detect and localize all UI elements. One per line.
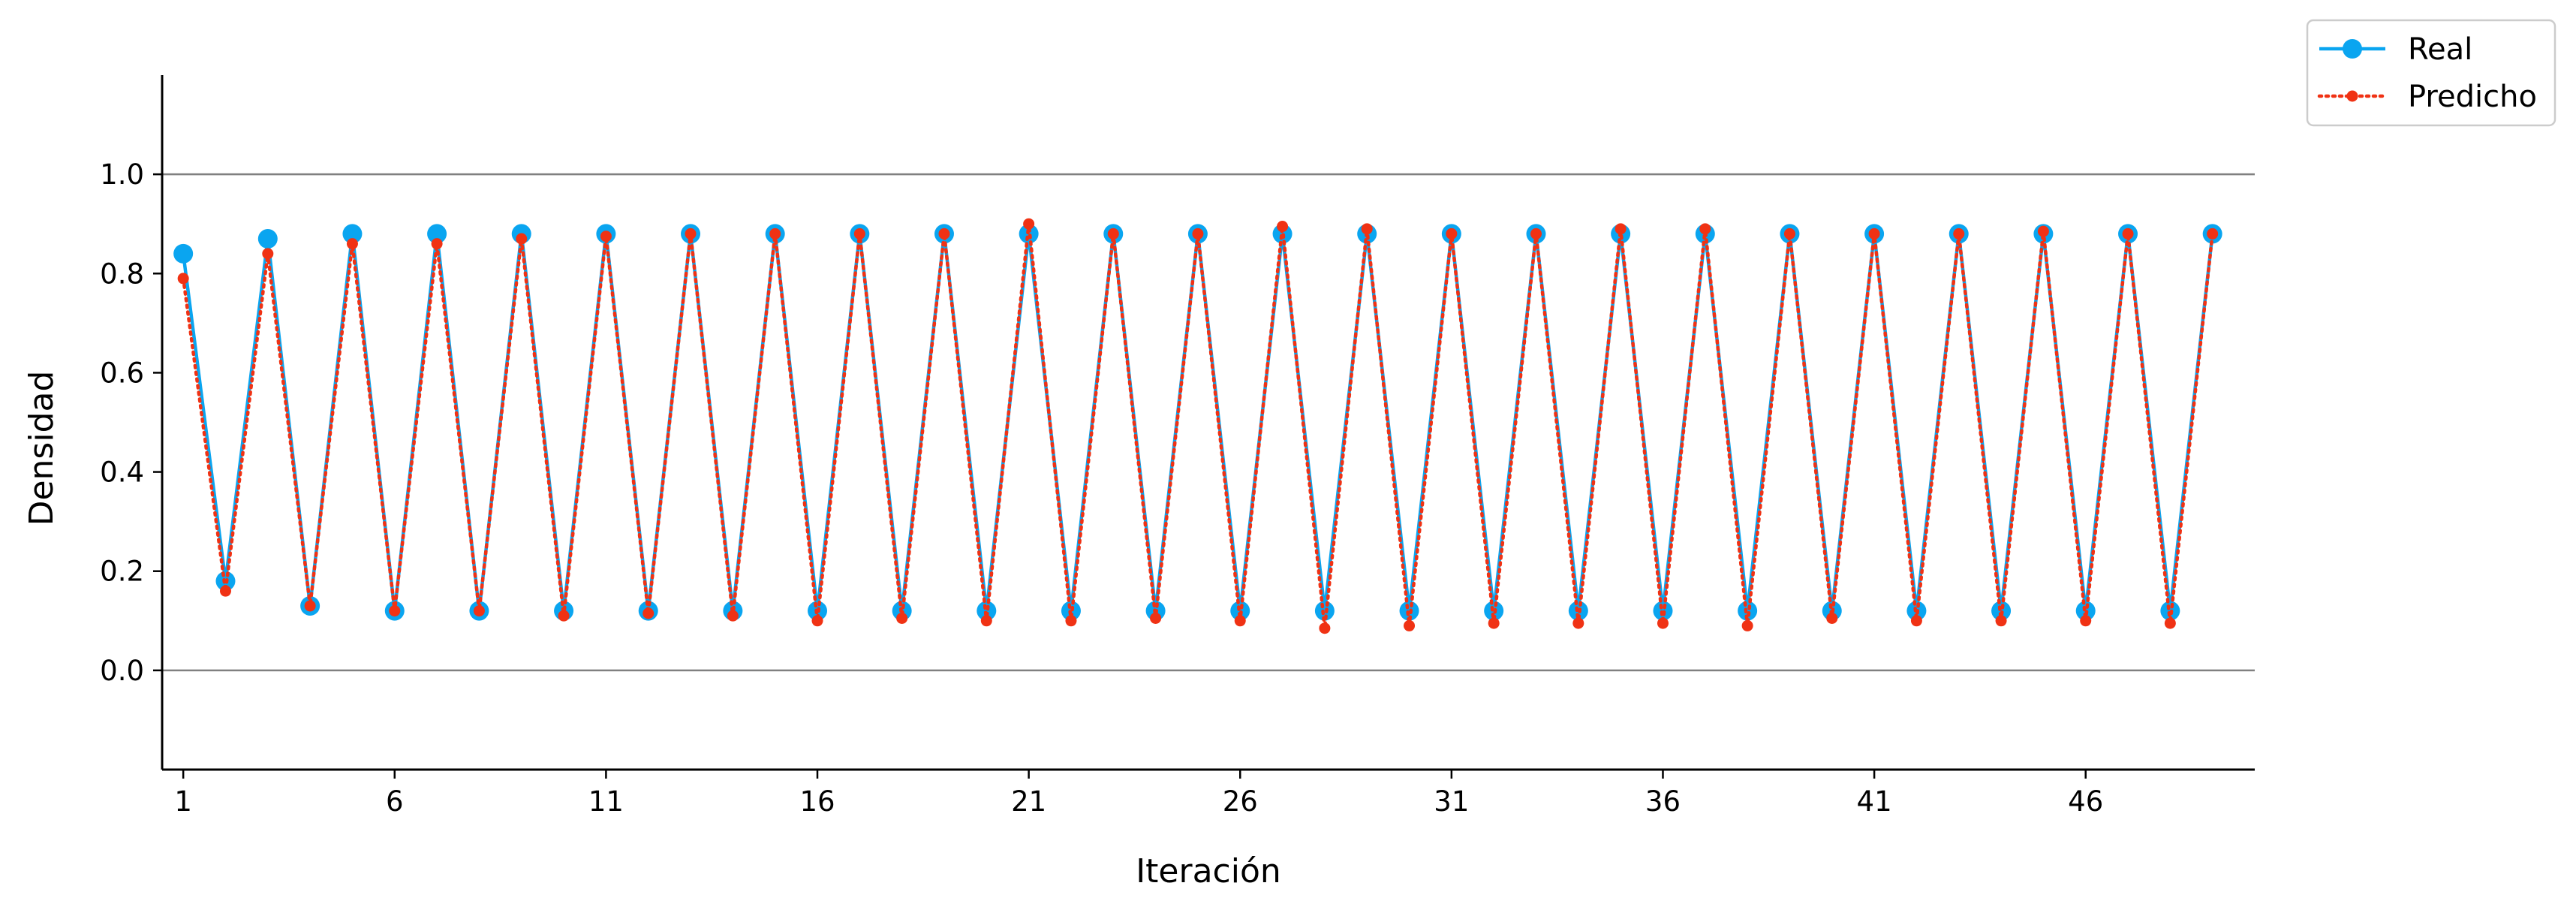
- data-point-predicho-47: [2122, 227, 2134, 240]
- data-point-real-3: [257, 229, 278, 249]
- data-point-predicho-37: [1699, 223, 1711, 235]
- x-axis-label: Iteración: [1136, 852, 1281, 890]
- data-point-predicho-33: [1530, 227, 1542, 240]
- data-point-predicho-16: [811, 615, 823, 627]
- series-real: [173, 224, 2222, 621]
- legend-label-real: Real: [2408, 32, 2472, 67]
- data-point-predicho-13: [685, 227, 697, 240]
- legend-frame: [2306, 19, 2556, 127]
- data-point-predicho-2: [219, 585, 231, 597]
- legend: Real Predicho: [2306, 19, 2556, 127]
- y-tick-label-0: 0.0: [100, 655, 144, 687]
- data-point-predicho-19: [938, 227, 950, 240]
- data-point-predicho-6: [389, 605, 401, 617]
- data-point-predicho-45: [2037, 225, 2049, 237]
- x-tick-label-2: 11: [588, 785, 624, 818]
- data-point-predicho-43: [1953, 227, 1965, 240]
- data-point-predicho-17: [853, 227, 865, 240]
- x-tick-label-9: 46: [2068, 785, 2103, 818]
- y-tick-label-2: 0.4: [100, 456, 144, 489]
- axes: [161, 75, 2255, 771]
- data-point-real-1: [173, 243, 194, 264]
- data-point-predicho-30: [1404, 619, 1416, 631]
- data-point-predicho-31: [1446, 227, 1458, 240]
- data-point-predicho-24: [1150, 612, 1162, 624]
- legend-marker-predicho: [2346, 90, 2358, 102]
- data-point-predicho-42: [1910, 615, 1922, 627]
- data-point-predicho-14: [727, 610, 739, 622]
- data-point-predicho-35: [1615, 223, 1627, 235]
- data-point-predicho-39: [1783, 227, 1795, 240]
- y-tick-label-5: 1.0: [100, 158, 144, 191]
- data-point-predicho-7: [431, 238, 443, 250]
- data-point-predicho-10: [558, 610, 570, 622]
- x-tick-label-3: 16: [799, 785, 835, 818]
- data-point-predicho-27: [1277, 221, 1289, 233]
- data-point-predicho-26: [1234, 615, 1246, 627]
- legend-label-predicho: Predicho: [2408, 80, 2537, 114]
- data-point-predicho-4: [304, 600, 316, 612]
- data-point-predicho-32: [1488, 617, 1500, 629]
- data-point-predicho-41: [1868, 227, 1880, 240]
- y-tick-label-4: 0.8: [100, 258, 144, 290]
- data-point-predicho-18: [896, 612, 908, 624]
- data-point-predicho-1: [177, 273, 189, 285]
- x-tick-label-7: 36: [1645, 785, 1681, 818]
- data-point-predicho-29: [1361, 223, 1373, 235]
- data-point-predicho-49: [2207, 227, 2219, 240]
- x-tick-label-1: 6: [386, 785, 404, 818]
- data-point-predicho-11: [600, 231, 612, 243]
- x-tick-label-8: 41: [1857, 785, 1892, 818]
- series-predicho: [177, 218, 2219, 634]
- data-point-predicho-8: [473, 605, 485, 617]
- data-point-predicho-22: [1065, 615, 1077, 627]
- data-point-predicho-28: [1319, 622, 1331, 634]
- data-point-predicho-21: [1023, 218, 1035, 230]
- data-point-predicho-46: [2080, 615, 2092, 627]
- data-point-real-20: [977, 601, 997, 621]
- data-point-predicho-3: [262, 248, 274, 260]
- series-layer: [173, 218, 2222, 634]
- data-point-predicho-48: [2164, 617, 2176, 629]
- legend-marker-real: [2343, 39, 2362, 59]
- data-point-predicho-23: [1107, 227, 1119, 240]
- x-tick-label-4: 21: [1011, 785, 1046, 818]
- data-point-predicho-38: [1741, 619, 1753, 631]
- ticks: 1 6 11 16 21 26 31 36 41 460.00.20.40.60.81.0: [100, 158, 2103, 818]
- data-point-predicho-9: [516, 233, 528, 245]
- data-point-predicho-44: [1995, 615, 2007, 627]
- data-point-predicho-25: [1192, 227, 1204, 240]
- series-line-predicho: [181, 221, 2214, 630]
- y-tick-label-3: 0.6: [100, 357, 144, 389]
- data-point-predicho-15: [769, 227, 781, 240]
- data-point-predicho-40: [1826, 612, 1838, 624]
- data-point-predicho-5: [346, 238, 358, 250]
- x-tick-label-0: 1: [174, 785, 192, 818]
- data-point-predicho-34: [1572, 617, 1584, 629]
- data-point-predicho-12: [642, 607, 655, 619]
- data-point-predicho-36: [1657, 617, 1669, 629]
- data-point-predicho-20: [980, 615, 992, 627]
- data-point-real-5: [342, 224, 363, 244]
- data-point-real-7: [427, 224, 447, 244]
- y-axis-label: Densidad: [23, 371, 61, 526]
- data-point-real-28: [1314, 601, 1335, 621]
- x-tick-label-6: 31: [1434, 785, 1469, 818]
- y-tick-label-1: 0.2: [100, 556, 144, 588]
- x-tick-label-5: 26: [1223, 785, 1258, 818]
- reference-lines: [162, 173, 2255, 672]
